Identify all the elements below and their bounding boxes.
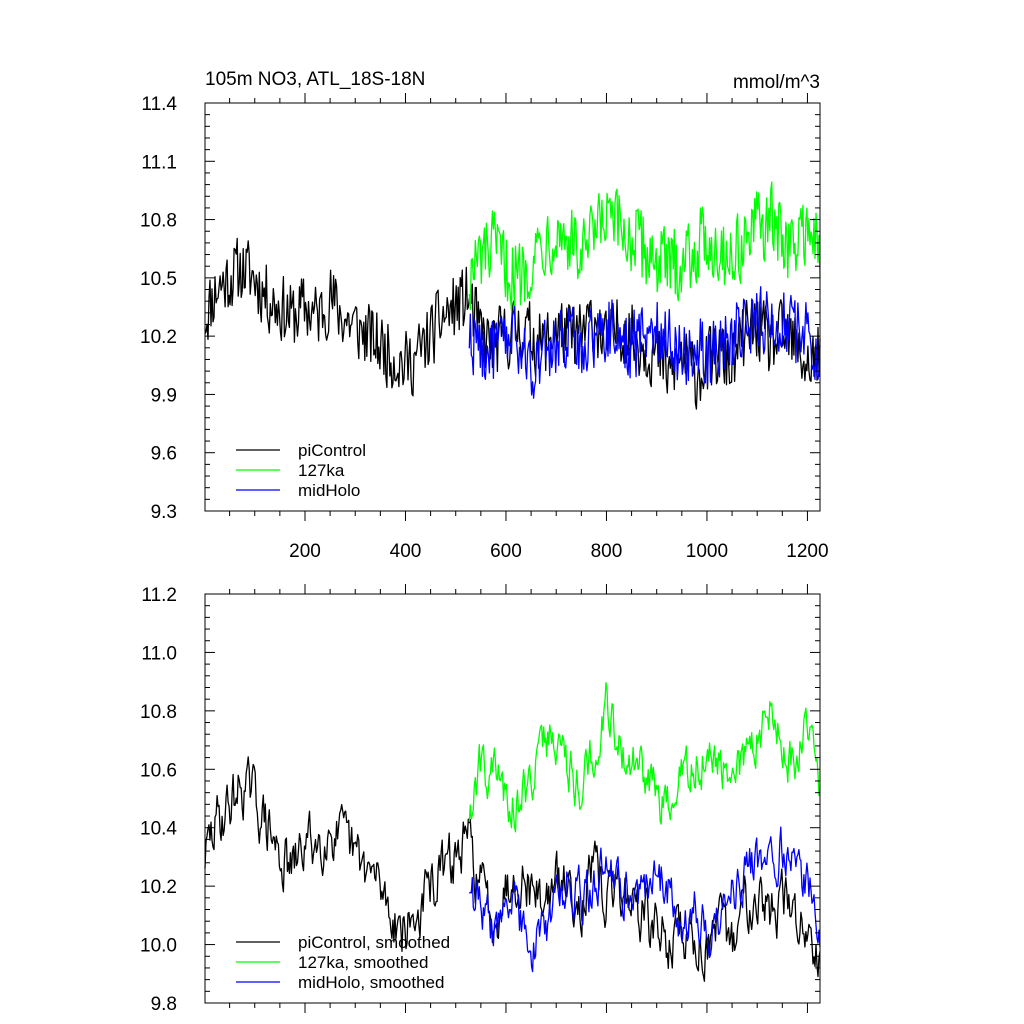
x-tick-label: 600 — [490, 541, 522, 562]
y-tick-label: 11.2 — [141, 585, 177, 606]
x-tick-label: 200 — [289, 541, 321, 562]
series-line-midholo — [468, 286, 821, 399]
top-axis-ticks: 9.3 9.6 9.9 10.2 10.5 10.8 11.1 11.4 200 400 600 80… — [140, 93, 829, 562]
y-tick-label: 9.8 — [151, 994, 177, 1015]
x-tick-label: 800 — [591, 541, 623, 562]
series-line-picontrol — [204, 237, 821, 410]
y-tick-label: 11.1 — [141, 152, 177, 173]
legend-label-picontrol-smoothed: piControl, smoothed — [298, 933, 450, 952]
top-plot-frame — [204, 102, 821, 512]
x-tick-label: 400 — [390, 541, 422, 562]
legend-label-picontrol: piControl — [298, 441, 366, 460]
bottom-axis-ticks: 9.8 10.0 10.2 10.4 10.6 10.8 11.0 11.2 — [140, 584, 820, 1015]
y-tick-label: 10.5 — [140, 269, 177, 290]
legend-label-midholo-smoothed: midHolo, smoothed — [298, 973, 444, 992]
y-tick-label: 10.0 — [140, 936, 177, 957]
y-tick-label: 10.8 — [140, 211, 177, 232]
top-chart-units: mmol/m^3 — [733, 72, 820, 93]
top-panel: 105m NO3, ATL_18S-18N mmol/m^3 9.3 9.6 9.9… — [140, 69, 829, 562]
legend-label-127ka-smoothed: 127ka, smoothed — [298, 953, 428, 972]
y-tick-label: 10.4 — [140, 819, 177, 840]
x-tick-label: 1000 — [686, 541, 728, 562]
legend-label-midholo: midHolo — [298, 481, 360, 500]
y-tick-label: 9.6 — [151, 444, 177, 465]
y-tick-label: 9.3 — [151, 502, 177, 523]
bottom-series-lines — [204, 682, 821, 982]
bottom-panel: 9.8 10.0 10.2 10.4 10.6 10.8 11.0 11.2 piContro… — [140, 584, 821, 1015]
bottom-plot-frame — [204, 593, 821, 1004]
top-series-lines — [204, 181, 821, 410]
y-tick-label: 10.8 — [140, 702, 177, 723]
series-line-midholo-smoothed — [468, 826, 821, 973]
top-chart-title: 105m NO3, ATL_18S-18N — [205, 69, 425, 90]
bottom-legend: piControl, smoothed 127ka, smoothed midH… — [236, 933, 450, 992]
y-tick-label: 10.2 — [140, 877, 177, 898]
series-line-127ka-smoothed — [468, 682, 821, 833]
legend-label-127ka: 127ka — [298, 461, 345, 480]
y-tick-label: 10.2 — [140, 327, 177, 348]
x-tick-label: 1200 — [786, 541, 828, 562]
series-line-127ka — [468, 181, 821, 312]
top-plot-area — [204, 181, 821, 410]
y-tick-label: 11.4 — [141, 94, 177, 115]
y-tick-label: 10.6 — [140, 760, 177, 781]
y-tick-label: 11.0 — [141, 643, 177, 664]
y-tick-label: 9.9 — [151, 385, 177, 406]
top-legend: piControl 127ka midHolo — [236, 441, 366, 500]
